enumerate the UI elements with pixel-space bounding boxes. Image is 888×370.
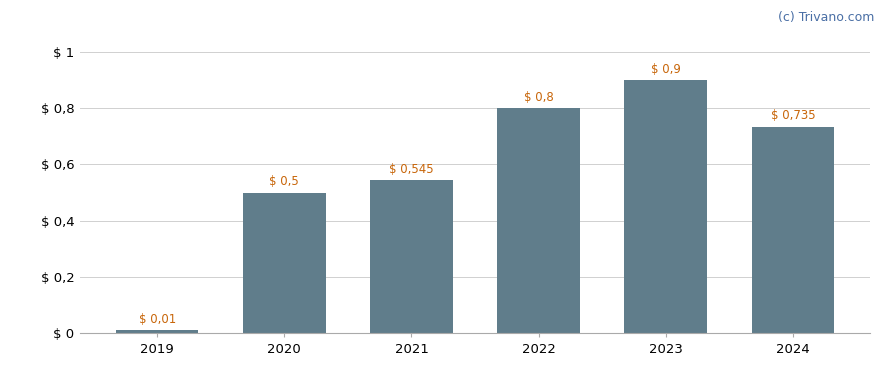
Text: $ 0,545: $ 0,545 [389,163,434,176]
Bar [751,127,835,333]
Bar [370,180,453,333]
Bar [243,192,326,333]
Text: $ 0,8: $ 0,8 [524,91,553,104]
Bar [115,330,199,333]
Bar [497,108,580,333]
Text: $ 0,9: $ 0,9 [651,63,681,76]
Text: $ 0,735: $ 0,735 [771,109,815,122]
Bar [624,80,707,333]
Text: $ 0,01: $ 0,01 [139,313,176,326]
Text: $ 0,5: $ 0,5 [269,175,299,188]
Text: (c) Trivano.com: (c) Trivano.com [778,11,875,24]
